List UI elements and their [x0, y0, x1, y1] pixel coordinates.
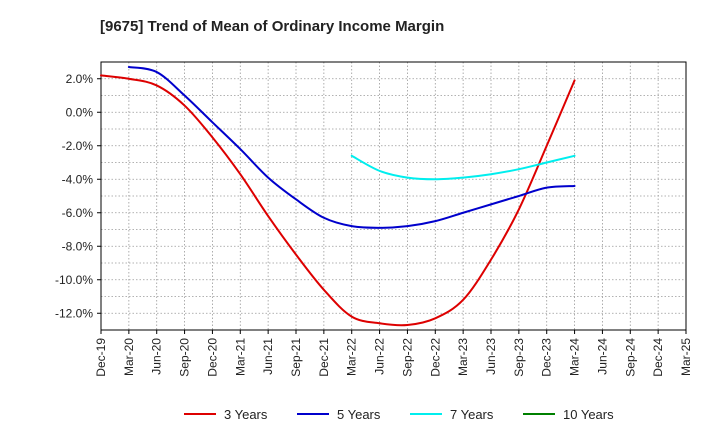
x-tick-label: Jun-21	[261, 338, 275, 375]
series-lines	[100, 66, 576, 327]
x-tick-label: Dec-20	[205, 338, 219, 377]
x-tick-label: Mar-25	[679, 338, 693, 376]
x-tick-label: Mar-20	[122, 338, 136, 376]
y-tick-label: -8.0%	[62, 239, 94, 253]
y-tick-label: -12.0%	[55, 306, 93, 320]
y-tick-label: -4.0%	[62, 172, 94, 186]
x-tick-label: Sep-23	[512, 338, 526, 377]
chart-title: [9675] Trend of Mean of Ordinary Income …	[100, 18, 444, 35]
series-line-3-years	[100, 74, 576, 327]
x-tick-label: Dec-22	[428, 338, 442, 377]
x-tick-label: Mar-21	[233, 338, 247, 376]
grid	[101, 61, 686, 330]
y-tick-label: -6.0%	[62, 206, 94, 220]
legend-label-5-years: 5 Years	[337, 407, 381, 422]
x-tick-label: Sep-24	[623, 338, 637, 377]
x-tick-label: Dec-21	[317, 338, 331, 377]
x-tick-label: Mar-24	[568, 338, 582, 376]
y-tick-label: -2.0%	[62, 139, 94, 153]
x-tick-label: Sep-22	[400, 338, 414, 377]
y-tick-label: 0.0%	[66, 105, 94, 119]
x-tick-label: Dec-24	[651, 338, 665, 377]
x-tick-label: Dec-19	[94, 338, 108, 377]
legend-label-10-years: 10 Years	[563, 407, 614, 422]
plot-frame	[100, 61, 687, 331]
y-tick-label: 2.0%	[66, 72, 94, 86]
series-line-7-years	[350, 154, 576, 181]
legend-label-3-years: 3 Years	[224, 407, 268, 422]
x-tick-label: Sep-20	[178, 338, 192, 377]
x-tick-label: Jun-24	[595, 338, 609, 375]
x-tick-label: Mar-22	[345, 338, 359, 376]
x-tick-label: Sep-21	[289, 338, 303, 377]
x-tick-label: Mar-23	[456, 338, 470, 376]
x-tick-label: Jun-22	[373, 338, 387, 375]
axes: 2.0% 0.0% -2.0% -4.0% -6.0% -8.0% -10.0% -12.0%…	[55, 61, 693, 377]
legend-label-7-years: 7 Years	[450, 407, 494, 422]
x-tick-label: Jun-23	[484, 338, 498, 375]
legend: 3 Years 5 Years 7 Years 10 Years	[184, 407, 614, 422]
y-tick-label: -10.0%	[55, 273, 93, 287]
series-line-5-years	[127, 66, 576, 229]
x-tick-label: Jun-20	[150, 338, 164, 375]
x-tick-label: Dec-23	[540, 338, 554, 377]
